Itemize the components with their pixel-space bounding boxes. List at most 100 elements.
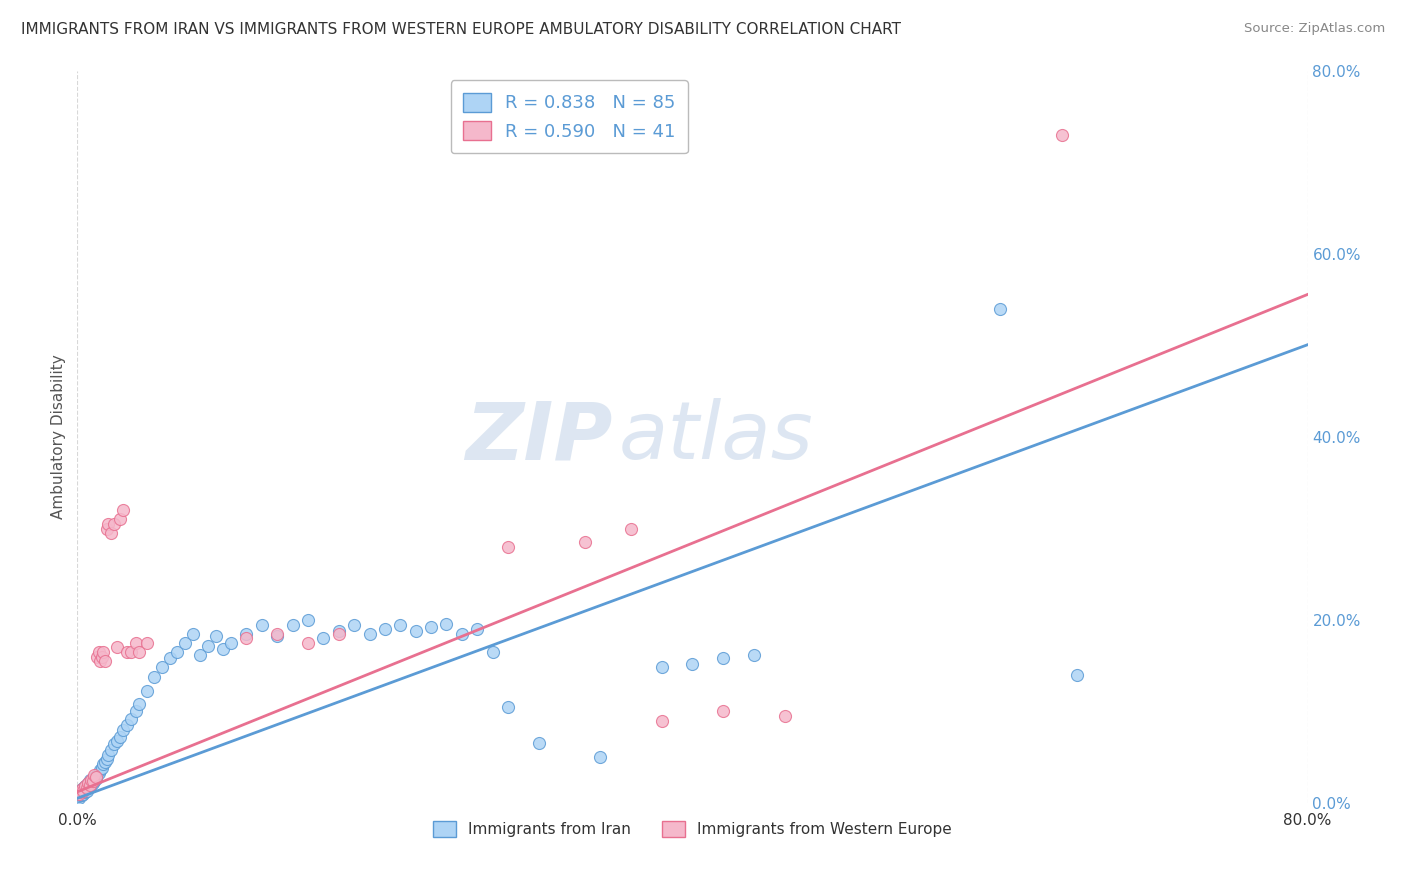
Point [73,785,96,799]
Point [73,782,96,797]
Point [89,763,111,777]
Point [988,301,1011,317]
Point [73,780,96,794]
Point [166,645,188,659]
Point [103,516,125,531]
Text: IMMIGRANTS FROM IRAN VS IMMIGRANTS FROM WESTERN EUROPE AMBULATORY DISABILITY COR: IMMIGRANTS FROM IRAN VS IMMIGRANTS FROM … [21,22,901,37]
Point [69,785,91,799]
Point [496,540,519,554]
Point [235,626,257,640]
Point [77,775,100,789]
Point [481,645,503,659]
Point [389,617,412,632]
Y-axis label: Ambulatory Disability: Ambulatory Disability [51,355,66,519]
Point [80,778,103,792]
Point [70,788,93,802]
Point [620,521,643,535]
Point [79,772,101,787]
Point [72,784,94,798]
Point [86,649,108,664]
Point [70,785,93,799]
Point [94,654,117,668]
Point [79,775,101,789]
Point [97,748,120,763]
Point [83,768,105,782]
Point [405,624,427,638]
Point [70,782,93,797]
Point [82,772,104,786]
Point [77,775,100,789]
Point [83,770,105,784]
Point [135,636,157,650]
Point [69,787,91,801]
Point [84,772,107,786]
Point [76,780,98,795]
Point [84,770,107,784]
Point [89,654,111,668]
Point [69,789,91,803]
Point [77,781,100,796]
Point [90,761,114,775]
Point [83,773,105,788]
Point [112,503,135,517]
Text: Source: ZipAtlas.com: Source: ZipAtlas.com [1244,22,1385,36]
Point [80,772,103,787]
Point [82,775,104,789]
Point [112,723,135,737]
Point [70,782,93,797]
Point [159,651,181,665]
Point [93,645,115,659]
Point [150,660,173,674]
Point [100,526,122,541]
Point [115,718,138,732]
Point [374,622,396,636]
Point [135,684,157,698]
Point [682,657,704,671]
Point [204,629,226,643]
Text: ZIP: ZIP [465,398,613,476]
Point [105,733,128,747]
Point [420,620,443,634]
Point [105,640,128,655]
Point [94,755,117,769]
Point [86,768,108,782]
Point [174,636,197,650]
Point [96,521,118,535]
Point [125,705,148,719]
Legend: Immigrants from Iran, Immigrants from Western Europe: Immigrants from Iran, Immigrants from We… [425,812,960,847]
Point [188,648,212,662]
Point [79,780,101,794]
Point [250,617,273,632]
Point [120,712,142,726]
Point [110,730,132,744]
Point [77,779,100,793]
Point [527,736,550,750]
Point [103,737,125,751]
Point [436,616,458,631]
Point [115,645,138,659]
Point [711,705,734,719]
Point [90,649,114,664]
Point [742,648,765,662]
Point [120,645,142,659]
Point [212,642,235,657]
Point [76,784,98,798]
Point [281,617,304,632]
Point [1066,667,1088,681]
Point [72,784,94,798]
Point [97,516,120,531]
Point [1050,128,1073,143]
Point [181,626,204,640]
Point [125,636,148,650]
Point [67,787,90,801]
Point [465,622,488,636]
Point [69,785,91,799]
Point [450,626,472,640]
Point [82,773,104,788]
Point [76,781,98,796]
Point [773,709,796,723]
Point [93,757,115,772]
Point [343,617,366,632]
Point [100,743,122,757]
Point [312,632,335,646]
